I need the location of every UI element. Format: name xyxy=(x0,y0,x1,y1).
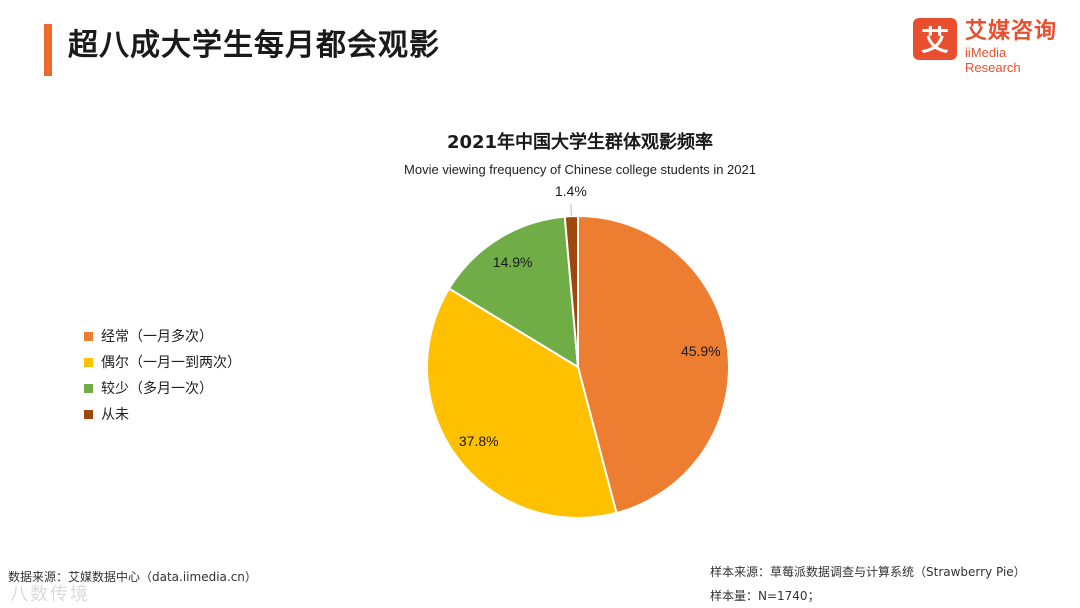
logo-name-cn: 艾媒咨询 xyxy=(965,19,1058,44)
sample-size: 样本量：N=1740； xyxy=(710,589,820,603)
legend-label: 偶尔（一月一到两次） xyxy=(101,355,241,371)
slice-value-label-3: 1.4% xyxy=(555,183,587,199)
pie-slice-0 xyxy=(577,214,730,515)
legend-label: 较少（多月一次） xyxy=(101,381,213,397)
legend-label: 从未 xyxy=(101,407,129,423)
legend-swatch xyxy=(84,383,93,393)
legend-item-0: 经常（一月多次） xyxy=(84,323,241,349)
slice-value-label-0: 45.9% xyxy=(681,343,721,359)
logo-mark-icon: 艾 xyxy=(913,18,957,60)
slice-value-label-2: 14.9% xyxy=(493,254,533,270)
title-accent-bar xyxy=(44,24,52,76)
brand-logo: 艾 艾媒咨询 iiMedia Research xyxy=(913,18,1061,75)
page-title: 超八成大学生每月都会观影 xyxy=(68,28,440,63)
watermark: 八数传境 xyxy=(10,584,90,605)
logo-name-en: iiMedia Research xyxy=(965,45,1021,75)
legend-item-2: 较少（多月一次） xyxy=(84,375,241,401)
svg-text:艾: 艾 xyxy=(921,24,949,57)
logo-mark-glyph: 艾 xyxy=(921,24,949,57)
legend-swatch xyxy=(84,357,93,367)
legend-swatch xyxy=(84,409,93,419)
pie-slice-1 xyxy=(426,287,618,519)
sample-source: 样本来源：草莓派数据调查与计算系统（Strawberry Pie） xyxy=(710,565,1026,579)
chart-title: 2021年中国大学生群体观影频率 xyxy=(446,132,714,153)
slice-value-label-1: 37.8% xyxy=(459,433,499,449)
legend-item-3: 从未 xyxy=(84,401,241,427)
legend-label: 经常（一月多次） xyxy=(101,329,213,345)
chart-subtitle: Movie viewing frequency of Chinese colle… xyxy=(404,162,756,177)
slice-leader-line-3 xyxy=(570,204,572,217)
legend-item-1: 偶尔（一月一到两次） xyxy=(84,349,241,375)
legend-swatch xyxy=(84,331,93,341)
data-source: 数据来源：艾媒数据中心（data.iimedia.cn） xyxy=(8,570,257,584)
chart-legend: 经常（一月多次） 偶尔（一月一到两次） 较少（多月一次） 从未 xyxy=(84,323,241,427)
pie-slice-3 xyxy=(563,214,579,368)
pie-slice-2 xyxy=(447,215,580,369)
